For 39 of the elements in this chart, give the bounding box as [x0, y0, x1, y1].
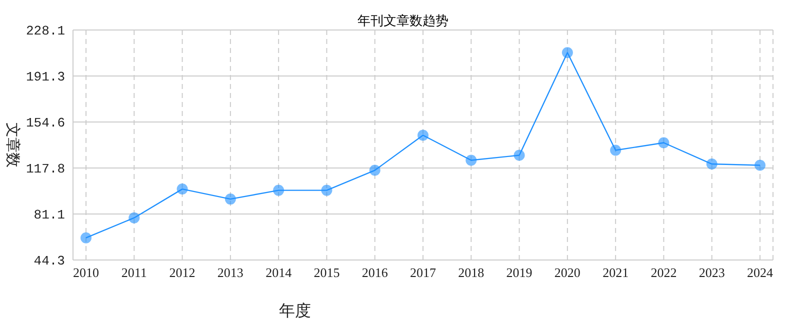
- x-tick-label: 2012: [169, 265, 196, 280]
- x-axis-title: 年度: [279, 302, 311, 320]
- point: [610, 144, 622, 156]
- x-tick-label: 2011: [121, 265, 147, 280]
- point: [466, 154, 477, 166]
- y-tick-label: 191.3: [26, 70, 65, 85]
- y-tick-label: 117.8: [26, 162, 65, 177]
- y-tick-label: 154.6: [26, 116, 65, 131]
- point: [562, 47, 573, 58]
- x-tick-label: 2023: [698, 265, 725, 280]
- point: [80, 232, 92, 244]
- point: [176, 184, 188, 195]
- x-tick-label: 2024: [747, 265, 774, 280]
- point: [321, 184, 332, 196]
- x-tick-label: 2019: [506, 265, 532, 280]
- y-tick-label: 228.1: [26, 24, 66, 39]
- point: [224, 194, 236, 205]
- y-tick-label: 81.1: [34, 208, 66, 223]
- x-tick-label: 2015: [314, 265, 340, 280]
- point: [754, 160, 766, 171]
- x-tick-label: 2014: [266, 265, 292, 280]
- x-tick-label: 2020: [554, 265, 580, 280]
- point: [706, 158, 718, 170]
- x-tick-label: 2022: [650, 265, 677, 280]
- x-tick-label: 2013: [217, 265, 244, 280]
- point: [418, 130, 428, 141]
- x-tick-label: 2010: [73, 265, 99, 280]
- y-axis-title: 文章数: [3, 122, 22, 170]
- x-tick-label: 2017: [410, 265, 436, 280]
- x-tick-label: 2016: [362, 265, 388, 280]
- x-tick-label: 2021: [602, 265, 629, 280]
- x-tick-label: 2018: [458, 265, 484, 280]
- point: [658, 137, 670, 148]
- y-tick-label: 44.3: [34, 254, 65, 269]
- point: [369, 164, 380, 176]
- point: [273, 184, 284, 196]
- point: [514, 150, 525, 161]
- point: [128, 212, 140, 224]
- chart-title: 年刊文章数趋势: [358, 13, 448, 28]
